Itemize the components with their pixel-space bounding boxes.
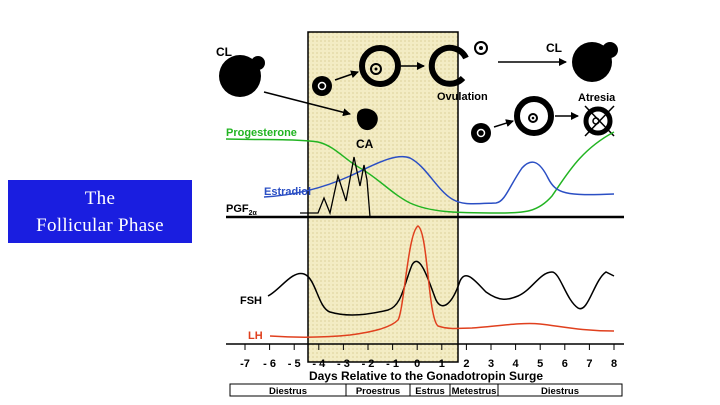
arrow-to-growing-follicle-right — [493, 119, 514, 128]
arrow-to-growing-follicle — [334, 70, 359, 81]
x-tick-label: - 4 — [312, 358, 326, 370]
x-tick-label: -7 — [240, 358, 250, 370]
small-follicle-icon — [312, 76, 332, 96]
corpus-luteum-left-icon — [219, 55, 265, 97]
fsh-label: FSH — [240, 295, 262, 307]
x-tick-label: 4 — [513, 358, 520, 370]
x-tick-label: - 5 — [288, 358, 301, 370]
title-box: The Follicular Phase — [8, 180, 192, 243]
corpus-luteum-right-icon — [572, 42, 618, 82]
x-tick-label: 1 — [439, 358, 445, 370]
growing-follicle-icon — [359, 45, 401, 87]
lh-curve — [269, 225, 615, 338]
x-tick-label: 6 — [562, 358, 568, 370]
x-axis-ticks: -7 - 6 - 5 - 4 - 3 - 2 - 1 0 1 2 3 4 5 6 7 8 — [240, 344, 617, 370]
progesterone-label: Progesterone — [226, 127, 297, 139]
small-follicle-right-icon — [471, 123, 491, 143]
phase-label: Diestrus — [541, 386, 579, 397]
ca-label: CA — [356, 137, 374, 151]
oocyte-icon — [474, 41, 488, 55]
progesterone-curve — [225, 131, 615, 214]
x-tick-label: 2 — [463, 358, 469, 370]
atresia-label: Atresia — [578, 92, 616, 104]
x-tick-label: - 3 — [337, 358, 350, 370]
x-axis-title: Days Relative to the Gonadotropin Surge — [309, 369, 543, 383]
pgf-label-subscript: 2α — [249, 210, 258, 217]
growing-follicle-right-icon — [514, 96, 554, 136]
phase-label: Estrus — [415, 386, 445, 397]
x-tick-label: 5 — [537, 358, 543, 370]
phase-label: Metestrus — [452, 386, 497, 397]
x-tick-label: - 2 — [362, 358, 375, 370]
title-line-2: Follicular Phase — [36, 214, 164, 236]
phase-bar — [229, 383, 623, 397]
x-tick-label: - 1 — [386, 358, 399, 370]
arrow-to-corpus-albicans — [263, 91, 351, 117]
ovulation-label: Ovulation — [437, 91, 488, 103]
atretic-follicle-icon — [583, 105, 615, 137]
pgf-label: PGF2α — [226, 203, 258, 217]
cl-right-label: CL — [546, 41, 562, 55]
cl-left-label: CL — [216, 45, 232, 59]
title-line-1: The — [84, 187, 116, 209]
phase-labels: Diestrus Proestrus Estrus Metestrus Diestrus — [269, 384, 579, 397]
x-tick-label: 3 — [488, 358, 494, 370]
x-tick-label: 0 — [414, 358, 420, 370]
pgf2a-pulses-curve — [300, 156, 371, 218]
x-tick-label: 7 — [586, 358, 592, 370]
lh-label: LH — [248, 330, 263, 342]
corpus-albicans-icon — [356, 108, 378, 131]
x-tick-label: 8 — [611, 358, 617, 370]
phase-label: Proestrus — [356, 386, 400, 397]
estradiol-label: Estradiol — [264, 186, 311, 198]
x-tick-label: - 6 — [263, 358, 276, 370]
pgf-label-main: PGF — [226, 203, 249, 215]
ovulating-follicle-icon — [428, 44, 469, 87]
fsh-curve — [267, 260, 615, 316]
phase-label: Diestrus — [269, 386, 307, 397]
